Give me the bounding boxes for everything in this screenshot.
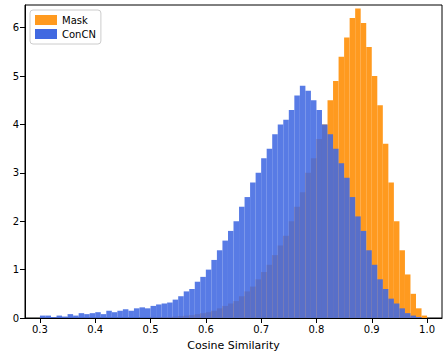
svg-text:5: 5 — [13, 71, 19, 82]
svg-text:0.8: 0.8 — [309, 324, 325, 335]
svg-text:1.0: 1.0 — [419, 324, 435, 335]
svg-text:1: 1 — [13, 264, 19, 275]
svg-text:0.4: 0.4 — [87, 324, 103, 335]
svg-text:0: 0 — [13, 313, 19, 324]
svg-text:0.3: 0.3 — [32, 324, 48, 335]
svg-text:3: 3 — [13, 167, 19, 178]
svg-text:0.6: 0.6 — [198, 324, 214, 335]
svg-text:0.7: 0.7 — [253, 324, 269, 335]
svg-text:0.9: 0.9 — [364, 324, 380, 335]
svg-text:6: 6 — [13, 22, 19, 33]
svg-text:2: 2 — [13, 216, 19, 227]
svg-text:Cosine Similarity: Cosine Similarity — [187, 339, 280, 352]
svg-text:4: 4 — [13, 119, 19, 130]
svg-text:ConCN: ConCN — [62, 29, 96, 40]
svg-text:0.5: 0.5 — [143, 324, 159, 335]
svg-text:Mask: Mask — [62, 15, 88, 26]
